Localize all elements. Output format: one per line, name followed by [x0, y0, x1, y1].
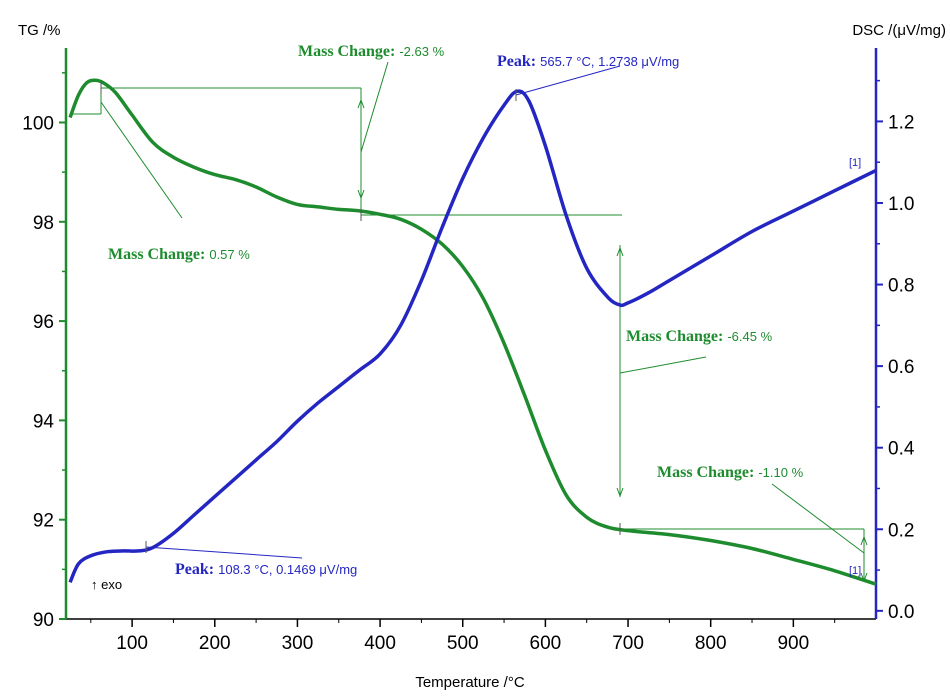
peak-1-label: Peak: 108.3 °C, 0.1469 μV/mg — [175, 561, 357, 578]
x-tick-label: 800 — [695, 633, 727, 654]
mass-change-4-guides — [771, 483, 868, 583]
y-left-tick-label: 96 — [33, 312, 54, 333]
y-right-ticks: 0.0 0.2 0.4 0.6 0.8 1.0 1.2 — [876, 79, 915, 623]
mass-change-3-label: Mass Change: -6.45 % — [626, 328, 773, 345]
annotation-lines — [73, 61, 868, 583]
peak-1-connector — [145, 546, 303, 559]
point-markers — [100, 82, 621, 553]
mass-change-1-label: Mass Change: 0.57 % — [108, 246, 250, 263]
y-left-ticks: 90 92 94 96 98 100 — [22, 72, 66, 631]
y-left-tick-label: 94 — [33, 411, 55, 432]
dsc-series-line — [68, 89, 877, 584]
y-left-tick-label: 92 — [33, 511, 54, 532]
y-right-tick-label: 0.0 — [888, 602, 914, 623]
peak-2-label: Peak: 565.7 °C, 1.2738 μV/mg — [497, 53, 679, 70]
y-left-tick-label: 100 — [22, 113, 54, 134]
x-axis-title: Temperature /°C — [415, 674, 525, 691]
mass-change-3-guides — [616, 245, 864, 530]
x-tick-label: 100 — [116, 633, 148, 654]
y-right-tick-label: 1.0 — [888, 194, 914, 215]
exo-indicator: ↑ exo — [91, 577, 122, 592]
tg-series-line — [68, 78, 877, 586]
y-right-tick-label: 0.8 — [888, 276, 914, 297]
x-tick-label: 900 — [777, 633, 809, 654]
mass-change-4-label: Mass Change: -1.10 % — [657, 464, 804, 481]
peak-2-connector — [515, 65, 621, 96]
tg-series-tag: [1] — [849, 565, 861, 577]
dsc-series-tag: [1] — [849, 157, 861, 169]
mass-change-2-label: Mass Change: -2.63 % — [298, 43, 445, 60]
y-left-tick-label: 90 — [33, 610, 54, 631]
x-ticks: 100 200 300 400 500 600 700 800 900 — [90, 619, 836, 654]
y-left-tick-label: 98 — [33, 213, 54, 234]
y-right-axis-title: DSC /(μV/mg) — [852, 22, 946, 39]
x-tick-label: 400 — [364, 633, 396, 654]
x-tick-label: 700 — [612, 633, 644, 654]
x-tick-label: 500 — [447, 633, 479, 654]
x-tick-label: 200 — [199, 633, 231, 654]
x-tick-label: 600 — [530, 633, 562, 654]
y-right-tick-label: 1.2 — [888, 112, 914, 133]
x-tick-label: 300 — [282, 633, 314, 654]
y-right-tick-label: 0.4 — [888, 439, 915, 460]
mass-change-2-guides — [101, 61, 622, 216]
y-right-tick-label: 0.2 — [888, 520, 914, 541]
y-left-axis-title: TG /% — [18, 22, 61, 39]
y-right-tick-label: 0.6 — [888, 357, 914, 378]
